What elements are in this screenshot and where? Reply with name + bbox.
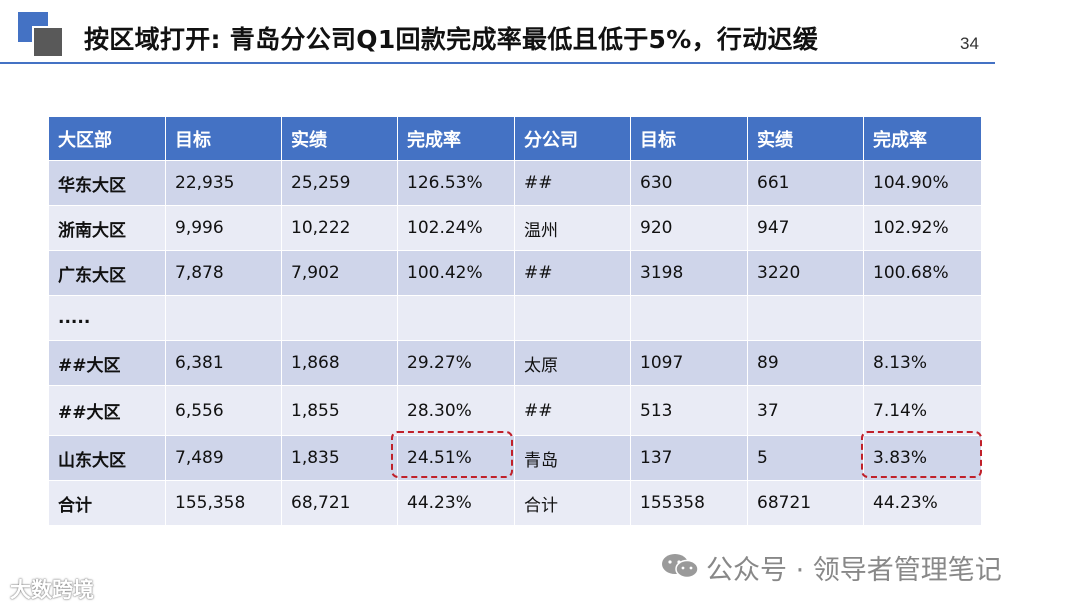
table-cell: 630: [630, 160, 748, 206]
region-cell: 广东大区: [48, 250, 166, 296]
region-cell: ##大区: [48, 385, 166, 436]
branch-cell: 温州: [514, 205, 631, 251]
branch-cell: 太原: [514, 340, 631, 386]
header-cell: 大区部: [48, 116, 166, 161]
table-cell: 155,358: [165, 480, 282, 526]
branch-cell: ##: [514, 160, 631, 206]
branch-cell: 青岛: [514, 435, 631, 481]
slide-title: 按区域打开: 青岛分公司Q1回款完成率最低且低于5%，行动迟缓: [84, 25, 819, 54]
branch-cell: [514, 295, 631, 341]
table-cell: 7,489: [165, 435, 282, 481]
table-cell: 1097: [630, 340, 748, 386]
branch-cell: ##: [514, 385, 631, 436]
header-cell: 目标: [630, 116, 748, 161]
table-cell: 28.30%: [397, 385, 515, 436]
table-cell: 104.90%: [863, 160, 982, 206]
table-cell: 3198: [630, 250, 748, 296]
branch-cell: 合计: [514, 480, 631, 526]
region-cell: .....: [48, 295, 166, 341]
region-cell: 山东大区: [48, 435, 166, 481]
region-cell: 合计: [48, 480, 166, 526]
table-cell: 7.14%: [863, 385, 982, 436]
table-cell: 947: [747, 205, 864, 251]
table-cell: 7,902: [281, 250, 398, 296]
table-row: 合计 155,358 68,721 44.23% 合计 155358 68721 44.23%: [48, 480, 982, 526]
table-cell: 920: [630, 205, 748, 251]
table-cell: 100.68%: [863, 250, 982, 296]
highlight-qingdao-rate: [861, 431, 982, 478]
table-cell: 1,868: [281, 340, 398, 386]
highlight-shandong-rate: [391, 431, 513, 478]
collection-table: 大区部 目标 实绩 完成率 分公司 目标 实绩 完成率 华东大区 22,935 25…: [48, 116, 982, 526]
header-cell: 完成率: [397, 116, 515, 161]
table-cell: 44.23%: [397, 480, 515, 526]
table-cell: 3220: [747, 250, 864, 296]
table-cell: 7,878: [165, 250, 282, 296]
header-cell: 完成率: [863, 116, 982, 161]
table-cell: 8.13%: [863, 340, 982, 386]
table-row: .....: [48, 295, 982, 341]
table-row: ##大区 6,556 1,855 28.30% ## 513 37 7.14%: [48, 385, 982, 436]
table-cell: [863, 295, 982, 341]
table-cell: 102.92%: [863, 205, 982, 251]
header-cell: 实绩: [747, 116, 864, 161]
table-cell: 25,259: [281, 160, 398, 206]
logo-square-gray: [32, 26, 64, 58]
table-cell: 5: [747, 435, 864, 481]
table-row: 华东大区 22,935 25,259 126.53% ## 630 661 104.90%: [48, 160, 982, 206]
table-header-row: 大区部 目标 实绩 完成率 分公司 目标 实绩 完成率: [48, 116, 982, 161]
table-cell: [397, 295, 515, 341]
watermark-text: 公众号 · 领导者管理笔记: [706, 555, 1002, 586]
table-cell: [630, 295, 748, 341]
branch-cell: ##: [514, 250, 631, 296]
header-cell: 分公司: [514, 116, 631, 161]
table-cell: [281, 295, 398, 341]
brand-watermark: 大数跨境: [10, 578, 94, 602]
table-row: 浙南大区 9,996 10,222 102.24% 温州 920 947 102.92%: [48, 205, 982, 251]
page-number: 34: [960, 34, 979, 53]
region-cell: ##大区: [48, 340, 166, 386]
wechat-icon: [662, 554, 699, 579]
slide-logo: [18, 12, 66, 60]
table-cell: 9,996: [165, 205, 282, 251]
region-cell: 浙南大区: [48, 205, 166, 251]
table-cell: [165, 295, 282, 341]
table-cell: 6,381: [165, 340, 282, 386]
table-cell: 37: [747, 385, 864, 436]
table-cell: [747, 295, 864, 341]
table-cell: 126.53%: [397, 160, 515, 206]
table-cell: 44.23%: [863, 480, 982, 526]
table-cell: 661: [747, 160, 864, 206]
table-row: 山东大区 7,489 1,835 24.51% 青岛 137 5 3.83%: [48, 435, 982, 481]
title-divider: [0, 62, 995, 64]
table-cell: 89: [747, 340, 864, 386]
table-cell: 3.83%: [863, 435, 982, 481]
table-cell: 102.24%: [397, 205, 515, 251]
table-cell: 68721: [747, 480, 864, 526]
table-cell: 1,835: [281, 435, 398, 481]
table-row: ##大区 6,381 1,868 29.27% 太原 1097 89 8.13%: [48, 340, 982, 386]
table-cell: 10,222: [281, 205, 398, 251]
header-cell: 实绩: [281, 116, 398, 161]
header-cell: 目标: [165, 116, 282, 161]
table-cell: 137: [630, 435, 748, 481]
region-cell: 华东大区: [48, 160, 166, 206]
table-cell: 6,556: [165, 385, 282, 436]
table-cell: 1,855: [281, 385, 398, 436]
table-cell: 29.27%: [397, 340, 515, 386]
table-cell: 513: [630, 385, 748, 436]
table-cell: 68,721: [281, 480, 398, 526]
table-cell: 155358: [630, 480, 748, 526]
table-cell: 22,935: [165, 160, 282, 206]
table-cell: 100.42%: [397, 250, 515, 296]
table-cell: 24.51%: [397, 435, 515, 481]
table-row: 广东大区 7,878 7,902 100.42% ## 3198 3220 100.68%: [48, 250, 982, 296]
